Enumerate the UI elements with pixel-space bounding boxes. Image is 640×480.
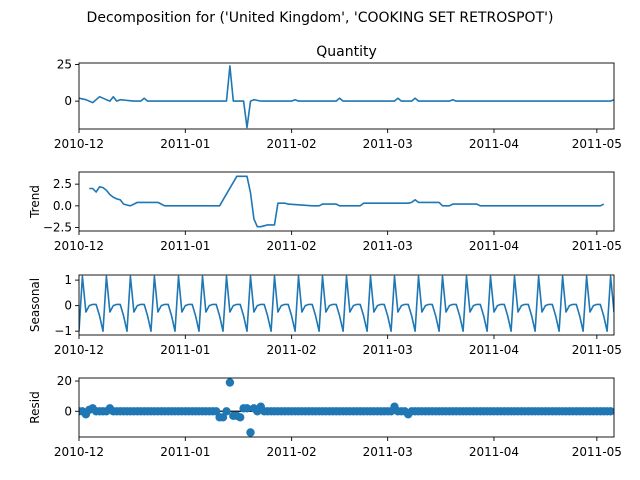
trend-xtick-label: 2011-03 — [363, 239, 413, 253]
residual-xtick-label: 2011-05 — [572, 445, 622, 459]
residual-xtick-label: 2011-03 — [363, 445, 413, 459]
residual-point — [236, 413, 245, 422]
seasonal-xtick-label: 2011-05 — [572, 343, 622, 357]
seasonal-axes-frame — [78, 274, 615, 336]
residual-point — [606, 407, 614, 416]
seasonal-xtick-label: 2011-04 — [469, 343, 519, 357]
seasonal-xtick-label: 2011-02 — [267, 343, 317, 357]
residual-panel: Resid 0 20 2010-12 2011-01 2011-02 2011-03 2011… — [28, 374, 622, 459]
residual-point — [242, 404, 252, 413]
observed-xtick-label: 2011-03 — [363, 137, 413, 151]
trend-xtick-label: 2011-05 — [572, 239, 622, 253]
residual-plot-area — [79, 378, 614, 437]
seasonal-panel: Seasonal −1 0 1 2010-12 2011-01 2011-02 2011-03… — [28, 273, 622, 357]
observed-xtick-label: 2011-02 — [267, 137, 317, 151]
trend-ytick-label: −2.5 — [43, 221, 72, 235]
seasonal-ytick-label: −1 — [54, 324, 72, 338]
trend-xtick-label: 2011-04 — [469, 239, 519, 253]
trend-ylabel: Trend — [28, 185, 42, 219]
observed-plot-area — [79, 65, 614, 129]
observed-xtick-label: 2010-12 — [54, 137, 104, 151]
residual-point — [246, 428, 255, 437]
seasonal-ytick-label: 1 — [64, 273, 72, 287]
seasonal-ytick-label: 0 — [64, 299, 72, 313]
panels: Quantity 0 25 2010-12 2011-01 2011-02 2011-03 2… — [28, 44, 622, 459]
trend-xtick-label: 2011-02 — [267, 239, 317, 253]
observed-ytick-label: 25 — [57, 57, 72, 71]
observed-xtick-label: 2011-01 — [160, 137, 210, 151]
observed-panel: Quantity 0 25 2010-12 2011-01 2011-02 2011-03 2… — [54, 44, 622, 151]
residual-point — [225, 378, 235, 387]
observed-title: Quantity — [316, 44, 377, 60]
seasonal-xtick-label: 2010-12 — [54, 343, 104, 357]
trend-plot-area — [89, 175, 605, 228]
trend-panel: Trend−2.5 0.0 2.5 2010-12 2011-01 2011-02 2011… — [28, 171, 622, 253]
residual-ytick-label: 0 — [64, 404, 72, 418]
figure-suptitle: Decomposition for ('United Kingdom', 'CO… — [87, 10, 554, 26]
trend-xtick-label: 2011-01 — [160, 239, 210, 253]
residual-xtick-label: 2011-04 — [469, 445, 519, 459]
residual-xtick-label: 2011-02 — [267, 445, 317, 459]
seasonal-xtick-label: 2011-03 — [363, 343, 413, 357]
seasonal-series-line — [79, 275, 614, 333]
residual-ylabel: Resid — [28, 391, 42, 423]
residual-xtick-label: 2010-12 — [54, 445, 104, 459]
trend-ytick-label: 0.0 — [53, 199, 72, 213]
observed-ytick-label: 0 — [64, 94, 72, 108]
observed-xtick-label: 2011-05 — [572, 137, 622, 151]
observed-xtick-label: 2011-04 — [469, 137, 519, 151]
trend-ytick-label: 2.5 — [53, 177, 72, 191]
trend-series-line — [89, 175, 605, 228]
seasonal-xtick-label: 2011-01 — [160, 343, 210, 357]
residual-ytick-label: 20 — [57, 374, 72, 388]
observed-series-line — [79, 65, 614, 129]
trend-axes-frame — [78, 171, 615, 232]
residual-axes-frame — [78, 377, 615, 438]
seasonal-plot-area — [79, 275, 614, 333]
residual-xtick-label: 2011-01 — [160, 445, 210, 459]
observed-axes-frame — [78, 62, 615, 130]
seasonal-ylabel: Seasonal — [28, 278, 42, 332]
trend-xtick-label: 2010-12 — [54, 239, 104, 253]
residual-point — [222, 407, 231, 416]
